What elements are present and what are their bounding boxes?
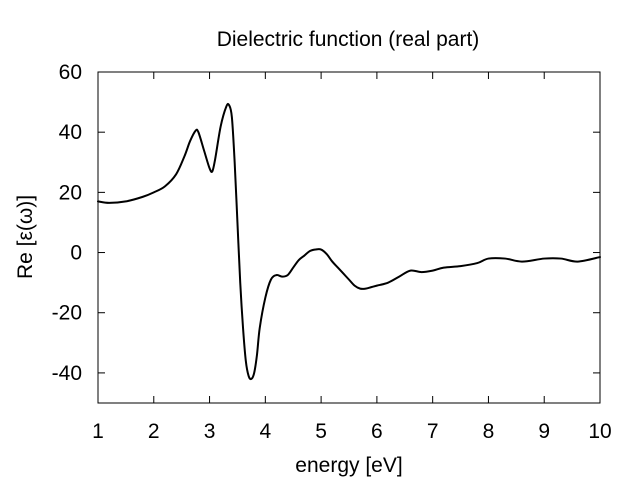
chart-title: Dielectric function (real part) bbox=[217, 28, 480, 51]
x-tick-label: 10 bbox=[588, 420, 611, 443]
y-tick-label: -20 bbox=[52, 302, 82, 325]
x-tick-label: 9 bbox=[538, 420, 550, 443]
x-tick-label: 8 bbox=[483, 420, 495, 443]
x-tick-label: 5 bbox=[315, 420, 327, 443]
x-axis-label: energy [eV] bbox=[295, 454, 402, 477]
x-axis: 1 2 3 4 5 6 7 8 9 10 bbox=[92, 72, 612, 443]
y-axis: -40 -20 0 20 40 60 bbox=[52, 61, 600, 385]
y-tick-label: 40 bbox=[59, 121, 82, 144]
series-line bbox=[97, 102, 601, 381]
y-tick-label: -40 bbox=[52, 362, 82, 385]
y-tick-label: 60 bbox=[59, 61, 82, 84]
x-tick-label: 6 bbox=[371, 420, 383, 443]
x-tick-label: 3 bbox=[204, 420, 216, 443]
plot-area-frame bbox=[97, 71, 601, 404]
y-axis-label: Re [ε(ω)] bbox=[14, 195, 37, 279]
x-tick-label: 7 bbox=[427, 420, 439, 443]
y-tick-label: 0 bbox=[70, 242, 82, 265]
x-tick-label: 4 bbox=[259, 420, 271, 443]
x-tick-label: 1 bbox=[92, 420, 104, 443]
x-tick-label: 2 bbox=[148, 420, 160, 443]
y-tick-label: 20 bbox=[59, 181, 82, 204]
